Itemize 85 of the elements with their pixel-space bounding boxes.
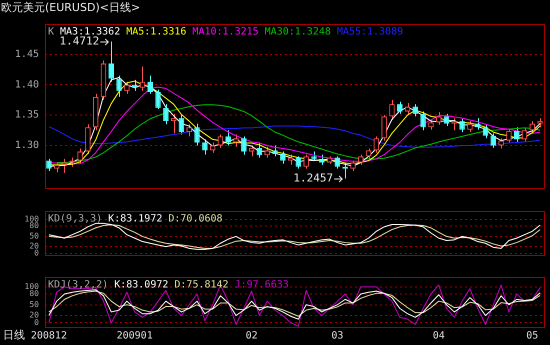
candlestick (132, 79, 138, 92)
candlestick (170, 113, 176, 134)
candlestick (412, 104, 418, 117)
candlestick (482, 124, 488, 139)
candlestick (428, 119, 434, 130)
candlestick (155, 89, 161, 110)
y-tick-label: 1.40 (14, 79, 39, 90)
candlestick (288, 154, 294, 166)
series-label: K:83.1972 (108, 213, 162, 224)
candlestick (256, 142, 262, 158)
candlestick (163, 104, 169, 125)
candlestick (389, 99, 395, 120)
series-label: D:70.0608 (168, 213, 223, 224)
candlestick (319, 154, 325, 166)
y-tick-label: 1.45 (14, 48, 39, 60)
x-tick-label: 02 (246, 330, 258, 342)
candlestick (475, 118, 480, 130)
y-tick-label: 1.35 (14, 110, 39, 121)
y-tick-label: 20 (29, 310, 40, 320)
chart-title: KD(9,3,3) (48, 213, 102, 224)
annotation: 1.4712 (60, 34, 100, 48)
candlestick (350, 160, 356, 172)
candlestick (404, 102, 410, 116)
candlestick (490, 132, 496, 148)
text: MA5:1.3316 (126, 26, 186, 38)
y-tick-label: 0 (34, 248, 40, 258)
text: MA10:1.3215 (192, 26, 259, 38)
series-label: D:75.8142 (174, 279, 229, 290)
x-tick-label: 200812 (30, 330, 67, 342)
candlestick (85, 124, 91, 154)
chart-title: KDJ(3,2,2) (48, 279, 108, 290)
candlestick (148, 75, 153, 94)
candlestick (77, 148, 83, 164)
y-tick-label: 80 (29, 289, 40, 298)
annotation: 1.2457 (293, 171, 334, 184)
y-tick-label: 50 (29, 300, 40, 309)
candlestick (296, 156, 302, 170)
candlestick (303, 154, 309, 170)
y-tick-label: 1.30 (14, 140, 39, 152)
candlestick (444, 113, 450, 127)
candlestick (218, 134, 224, 148)
y-tick-label: 100 (24, 214, 40, 224)
y-tick-label: 100 (24, 282, 40, 291)
candlestick (46, 158, 52, 172)
x-axis-title: 日线 (3, 328, 25, 342)
x-tick-label: 03 (331, 330, 344, 342)
text: MA55:1.3089 (336, 26, 404, 38)
chart-title: 欧元美元(EURUSD)<日线> (0, 0, 142, 14)
candlestick (436, 112, 442, 126)
annotation: K (48, 26, 54, 38)
x-tick-label: 05 (526, 330, 538, 342)
text: MA30:1.3248 (264, 26, 331, 38)
candlestick (248, 144, 254, 157)
candlestick (498, 138, 504, 150)
candlestick (226, 130, 231, 146)
candlestick (108, 40, 114, 82)
candlestick (62, 158, 68, 174)
candlestick (459, 118, 465, 133)
candlestick (537, 118, 543, 128)
y-tick-label: 50 (29, 231, 40, 240)
candlestick (467, 120, 473, 133)
candlestick (506, 128, 512, 144)
candlestick (233, 134, 239, 148)
candlestick (334, 156, 340, 170)
y-tick-label: 20 (29, 242, 40, 251)
candlestick (311, 151, 317, 162)
candlestick (54, 162, 60, 173)
candlestick (194, 123, 200, 146)
candlestick (381, 114, 387, 142)
candlestick (178, 114, 184, 136)
candlestick (366, 148, 372, 160)
candlestick (241, 136, 247, 156)
x-tick-label: 04 (432, 330, 445, 342)
candlestick (116, 75, 122, 98)
series-label: J:97.6633 (234, 279, 289, 290)
candlestick (452, 118, 458, 131)
candlestick (140, 66, 146, 92)
candlestick (210, 142, 216, 154)
y-tick-label: 0 (34, 318, 40, 327)
candlestick (374, 136, 380, 154)
series-label: K:83.0972 (114, 279, 168, 290)
candlestick (420, 110, 426, 131)
candlestick (124, 81, 130, 94)
x-tick-label: 200901 (116, 330, 153, 342)
y-tick-label: 80 (29, 221, 40, 230)
